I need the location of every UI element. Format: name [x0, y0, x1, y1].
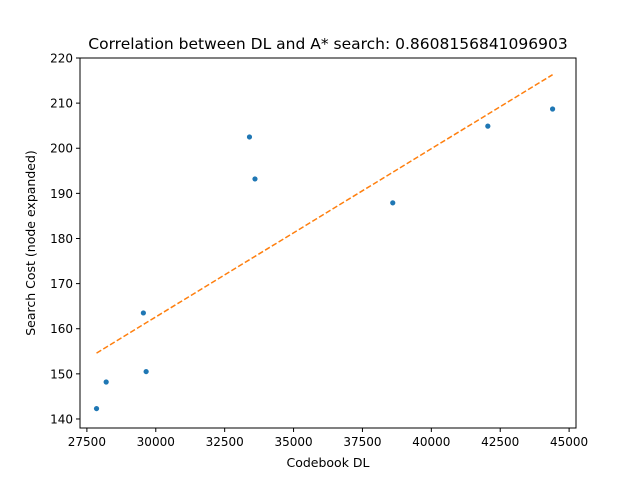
- data-point: [140, 310, 146, 316]
- y-tick-label: 170: [50, 277, 73, 291]
- data-point: [93, 405, 100, 412]
- data-point: [143, 368, 149, 375]
- x-tick-label: 32500: [206, 435, 244, 449]
- y-tick-label: 210: [50, 97, 73, 111]
- y-tick-label: 180: [50, 232, 73, 246]
- data-point: [485, 123, 491, 129]
- data-point: [103, 379, 109, 385]
- x-axis-label: Codebook DL: [286, 455, 369, 470]
- plot-frame: [79, 57, 577, 429]
- x-tick-label: 35000: [274, 435, 312, 449]
- fit-line-layer: [96, 74, 553, 354]
- y-axis-ticks: 140 150 160 170 180 190 200 210 220: [50, 52, 80, 426]
- x-tick-label: 40000: [412, 435, 450, 449]
- x-tick-label: 37500: [343, 435, 381, 449]
- x-tick-label: 45000: [550, 435, 588, 449]
- y-axis-label: Search Cost (node expanded): [23, 150, 38, 336]
- y-tick-label: 190: [50, 187, 73, 201]
- x-tick-label: 30000: [137, 435, 175, 449]
- y-tick-label: 220: [50, 52, 73, 66]
- y-tick-label: 150: [50, 367, 73, 381]
- data-point: [549, 106, 556, 112]
- data-point: [390, 200, 396, 206]
- data-point: [252, 176, 258, 182]
- regression-fit-line: [96, 74, 553, 354]
- chart-title: Correlation between DL and A* search: 0.…: [88, 35, 567, 53]
- data-points-layer: [93, 106, 556, 412]
- x-tick-label: 27500: [68, 435, 106, 449]
- data-point: [246, 134, 253, 140]
- y-tick-label: 200: [50, 142, 73, 156]
- x-axis-ticks: 27500 30000 32500 35000 37500 40000 42500 45000: [68, 428, 588, 449]
- x-tick-label: 42500: [481, 435, 519, 449]
- y-tick-label: 160: [50, 322, 73, 336]
- y-tick-label: 140: [50, 412, 73, 426]
